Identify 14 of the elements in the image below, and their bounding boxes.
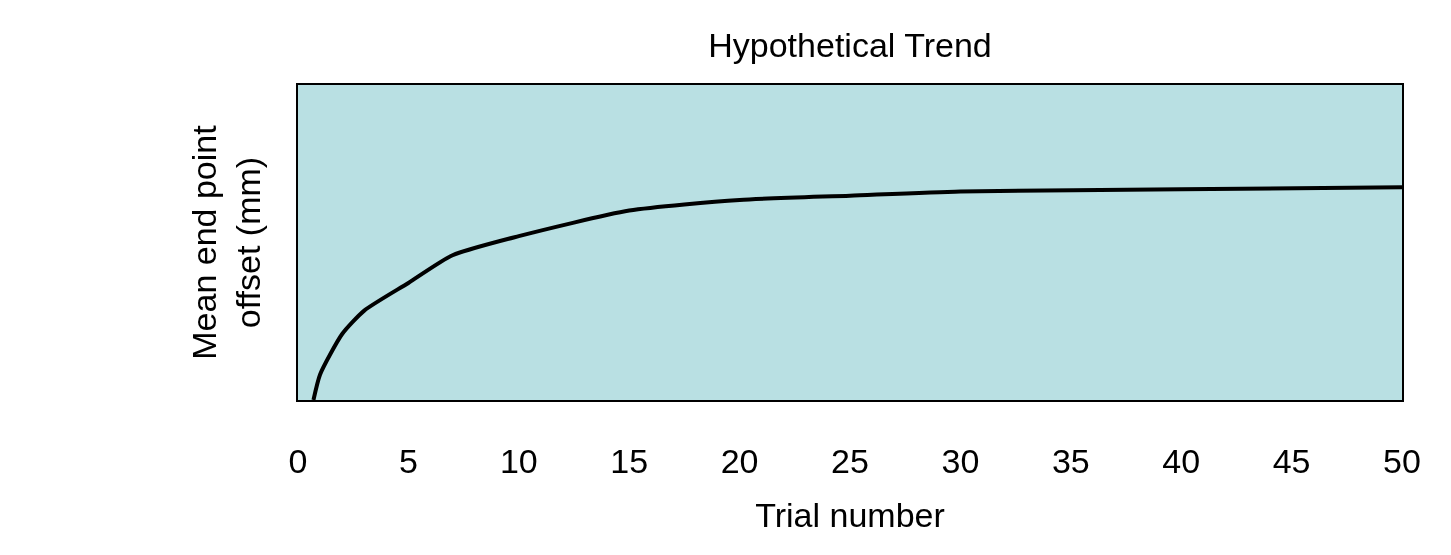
x-tick-label: 50: [1383, 441, 1421, 480]
x-tick-label: 45: [1272, 441, 1311, 480]
y-axis-title: Mean end point offset (mm): [185, 124, 268, 360]
x-tick-label: 40: [1162, 441, 1201, 480]
x-tick-label: 25: [831, 441, 869, 480]
x-axis-title: Trial number: [755, 496, 945, 535]
x-tick-label: 10: [499, 441, 538, 480]
x-tick-label: 15: [610, 441, 649, 480]
chart-title: Hypothetical Trend: [708, 26, 992, 65]
x-tick-label: 0: [288, 441, 308, 480]
x-tick-label: 30: [941, 441, 980, 480]
x-tick-label: 5: [398, 441, 418, 480]
x-tick-label: 35: [1051, 441, 1090, 480]
x-tick-label: 20: [720, 441, 759, 480]
